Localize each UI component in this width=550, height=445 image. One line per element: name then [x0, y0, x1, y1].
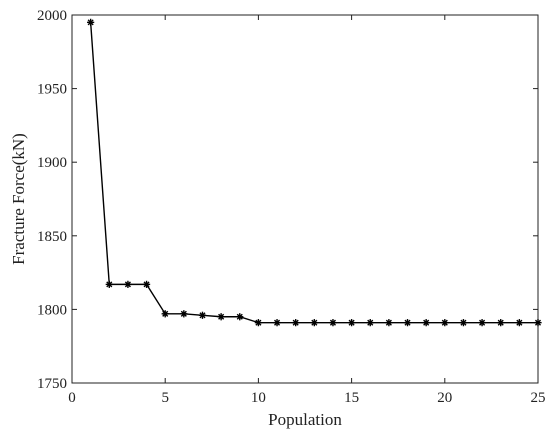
data-point-stroke [423, 319, 430, 326]
data-point-stroke [479, 319, 486, 326]
x-axis-label: Population [268, 410, 342, 429]
data-point-stroke [273, 319, 281, 326]
data-point-stroke [329, 319, 337, 326]
data-point [142, 280, 151, 288]
data-point-stroke [218, 313, 225, 320]
y-tick-label: 2000 [37, 8, 67, 24]
data-point [441, 319, 449, 327]
data-point [348, 319, 356, 327]
data-point-stroke [180, 310, 187, 317]
y-axis-label: Fracture Force(kN) [9, 133, 28, 265]
data-point-stroke [460, 319, 467, 326]
x-tick-label: 10 [251, 390, 266, 406]
data-point [217, 313, 225, 321]
x-tick-label: 0 [68, 390, 76, 406]
data-point-stroke [367, 319, 374, 326]
data-point [422, 319, 430, 327]
data-point [273, 319, 281, 327]
data-point [310, 319, 318, 327]
y-tick-label: 1900 [37, 155, 67, 171]
data-point [124, 280, 132, 288]
data-point [497, 319, 505, 327]
y-tick-label: 1750 [37, 376, 67, 392]
data-point [236, 313, 244, 321]
data-point-stroke [87, 19, 94, 26]
data-point [254, 319, 262, 327]
data-point [105, 280, 113, 288]
data-point-stroke [516, 319, 523, 326]
axes: 0 5 10 15 20 25 1750 1800 1850 1900 1950 2000 [37, 8, 546, 406]
data-point-stroke [385, 319, 392, 326]
data-point [403, 319, 412, 327]
data-point-stroke [292, 319, 299, 326]
data-point-stroke [162, 310, 169, 317]
plot-area [71, 14, 539, 384]
data-point [478, 319, 486, 327]
data-point-stroke [497, 319, 504, 326]
data-point-stroke [236, 313, 243, 320]
data-point-stroke [106, 281, 113, 288]
y-tick-label: 1950 [37, 82, 67, 98]
series-layer [87, 18, 542, 327]
data-point [198, 311, 207, 319]
data-point-stroke [348, 319, 355, 326]
data-point [385, 319, 393, 327]
y-tick-label: 1800 [37, 302, 67, 318]
data-point [87, 18, 95, 26]
data-point-stroke [441, 319, 448, 326]
data-point-stroke [311, 319, 318, 326]
data-point [459, 319, 468, 327]
data-point [534, 319, 542, 327]
data-point [515, 319, 523, 327]
data-point-stroke [404, 319, 411, 326]
data-point [161, 310, 169, 318]
data-point [292, 319, 300, 327]
data-point-stroke [124, 281, 131, 288]
y-tick-label: 1850 [37, 229, 67, 245]
x-tick-label: 20 [437, 390, 452, 406]
data-point-stroke [199, 312, 206, 319]
data-point-stroke [255, 319, 262, 326]
data-point-stroke [534, 319, 542, 326]
data-point [180, 310, 188, 318]
x-tick-label: 25 [531, 390, 546, 406]
data-point [366, 319, 374, 327]
data-point [329, 319, 337, 327]
x-tick-label: 15 [344, 390, 359, 406]
data-point-stroke [143, 281, 150, 288]
x-tick-label: 5 [161, 390, 169, 406]
